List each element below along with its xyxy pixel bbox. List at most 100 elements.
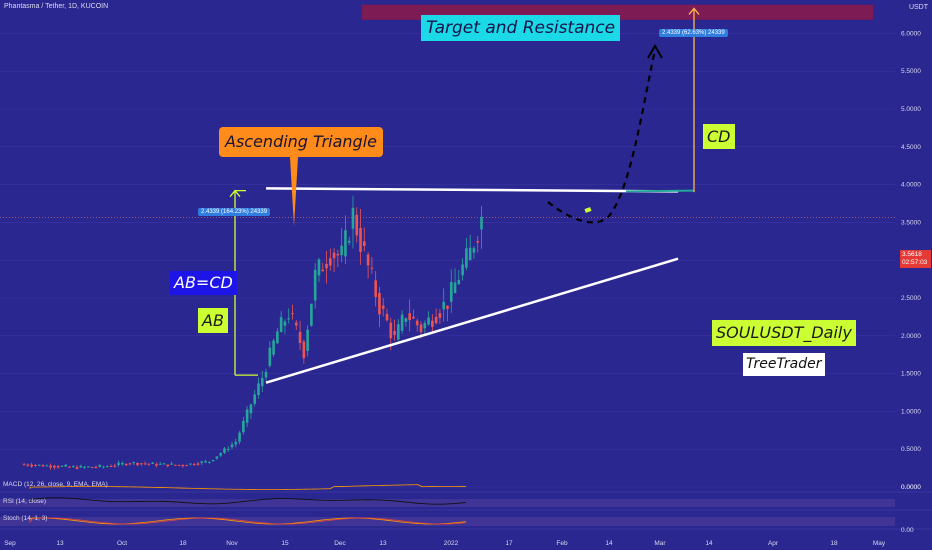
x-tick-label: 13	[379, 540, 387, 547]
candle-body	[260, 378, 264, 387]
rsi-line	[29, 497, 467, 505]
candle-body	[253, 394, 256, 404]
measure-left-tag: 2.4339 (164.23%) 24339	[198, 208, 271, 216]
candle-body	[56, 466, 60, 468]
resistance-extension	[625, 189, 695, 193]
candle-body	[415, 320, 419, 326]
y-tick-label: 5.0000	[901, 106, 921, 113]
trend-lines	[265, 157, 695, 384]
candle-body	[453, 282, 457, 293]
x-tick-label: 18	[179, 540, 187, 547]
candle-body	[117, 462, 120, 465]
candle-body	[302, 341, 306, 359]
candle-body	[211, 460, 215, 462]
y-tick-label: 1.5000	[901, 371, 921, 378]
x-tick-label: 18	[830, 540, 838, 547]
candle-body	[174, 464, 177, 466]
candle-body	[147, 463, 151, 465]
candle-body	[317, 259, 321, 276]
candles	[22, 195, 483, 470]
candle-body	[472, 248, 476, 253]
candle-body	[434, 316, 438, 324]
candle-body	[287, 318, 291, 320]
candle-body	[404, 318, 408, 322]
candle-body	[162, 463, 166, 465]
candle-body	[45, 465, 49, 467]
candle-body	[313, 269, 317, 301]
candle-body	[291, 313, 294, 315]
candle-body	[370, 267, 374, 269]
candle-body	[102, 466, 105, 468]
candle-body	[336, 253, 340, 256]
candle-body	[140, 463, 143, 465]
ab-cd-label: AB=CD	[170, 271, 237, 295]
candle-body	[37, 464, 41, 466]
candle-body	[268, 347, 272, 367]
candle-body	[53, 465, 56, 468]
candle-body	[249, 404, 253, 414]
candle-body	[170, 463, 173, 465]
candle-body	[344, 230, 347, 257]
candle-body	[329, 258, 332, 266]
support-line	[265, 257, 679, 384]
candle-body	[124, 463, 128, 466]
candle-body	[465, 248, 468, 268]
x-axis: Sep 13 Oct 18 Nov 15 Dec 13 2022 17 Feb 14 Mar 14 Apr 1…	[4, 540, 886, 547]
candle-body	[480, 216, 483, 230]
candle-body	[279, 317, 283, 333]
x-tick-label: Sep	[4, 540, 16, 547]
candle-body	[68, 466, 71, 468]
y-tick-label: 0.0000	[901, 484, 921, 491]
candle-body	[347, 240, 351, 243]
projection-path	[547, 44, 663, 224]
candle-body	[208, 461, 211, 463]
candle-body	[30, 464, 33, 467]
candle-body	[468, 247, 472, 261]
y-tick-label: 2.0000	[901, 333, 921, 340]
ab-arrow	[229, 189, 241, 198]
candle-body	[155, 464, 158, 466]
projection-curve	[547, 49, 657, 224]
candle-body	[151, 462, 154, 464]
candle-body	[75, 467, 79, 469]
candle-body	[87, 466, 90, 468]
candle-body	[79, 465, 83, 468]
candle-body	[128, 463, 132, 465]
x-tick-label: 14	[605, 540, 613, 547]
candle-body	[264, 371, 268, 378]
macd-signal	[29, 484, 467, 490]
x-tick-label: Nov	[226, 540, 238, 547]
candle-body	[294, 322, 298, 326]
y-tick-label: 5.5000	[901, 68, 921, 75]
y-tick-label: 3.5000	[901, 219, 921, 226]
indicator-scale-label: 0.0000	[901, 484, 921, 491]
candle-body	[449, 281, 453, 302]
cd-arrow	[688, 7, 700, 15]
candle-body	[431, 320, 434, 327]
measure-lines	[229, 7, 700, 376]
candle-body	[200, 461, 204, 463]
x-tick-label: 2022	[444, 540, 459, 547]
candle-body	[457, 279, 461, 285]
candle-body	[393, 331, 396, 335]
y-tick-label: 2.5000	[901, 295, 921, 302]
candle-body	[363, 241, 366, 246]
candle-body	[132, 462, 136, 464]
y-tick-label: 4.5000	[901, 144, 921, 151]
candle-body	[189, 463, 192, 465]
symbol-header: Phantasma / Tether, 1D, KUCOIN	[4, 3, 109, 10]
candle-body	[355, 214, 359, 236]
candle-body	[325, 263, 328, 269]
candle-body	[400, 314, 404, 331]
candle-body	[94, 466, 98, 468]
candle-body	[257, 383, 260, 396]
projection-arrowhead	[647, 44, 663, 59]
grid	[0, 33, 895, 488]
candle-body	[204, 461, 207, 463]
candle-body	[121, 462, 124, 465]
candle-body	[105, 466, 109, 468]
rsi-label: RSI (14, close)	[3, 498, 46, 505]
candle-body	[378, 292, 381, 315]
candle-body	[385, 314, 389, 321]
